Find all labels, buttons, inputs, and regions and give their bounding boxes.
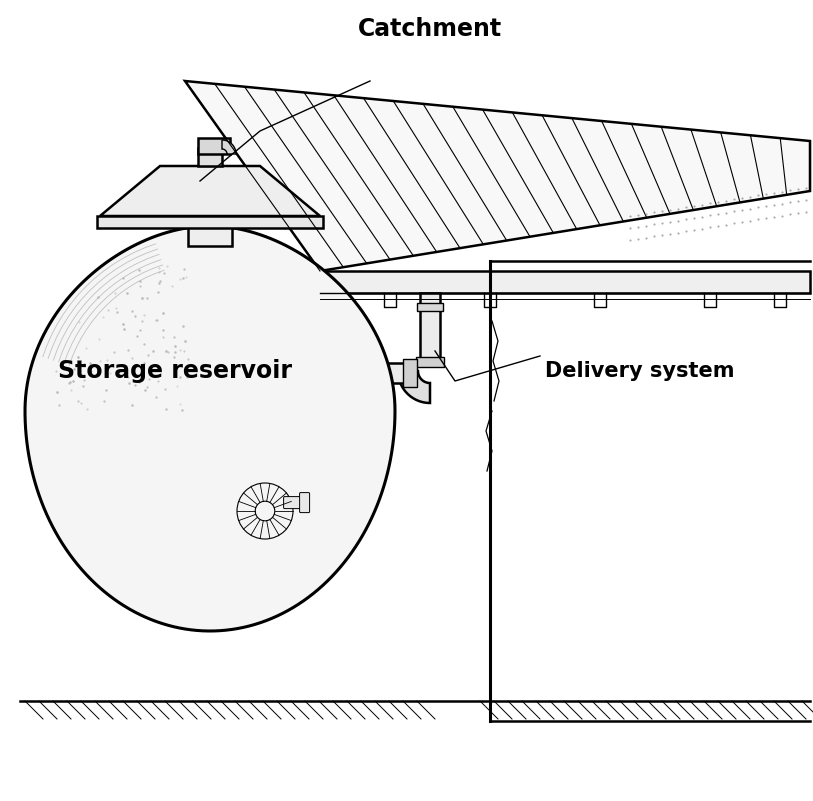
Bar [417,303,443,311]
Bar [403,359,417,387]
Text: Catchment: Catchment [358,17,502,41]
Polygon shape [222,140,236,154]
Bar [97,216,323,228]
Bar [416,357,444,367]
FancyBboxPatch shape [300,493,310,513]
Bar [184,212,236,220]
Bar [198,148,222,166]
Bar [198,138,230,154]
Polygon shape [100,166,320,216]
Bar [188,216,232,246]
Polygon shape [185,81,810,271]
Text: Storage reservoir: Storage reservoir [58,359,292,383]
Bar [245,363,408,383]
Text: Delivery system: Delivery system [545,361,734,381]
FancyBboxPatch shape [284,497,307,509]
Bar [420,293,440,361]
Bar [318,358,342,388]
Polygon shape [398,371,430,403]
Polygon shape [25,226,395,631]
Bar [320,271,810,293]
